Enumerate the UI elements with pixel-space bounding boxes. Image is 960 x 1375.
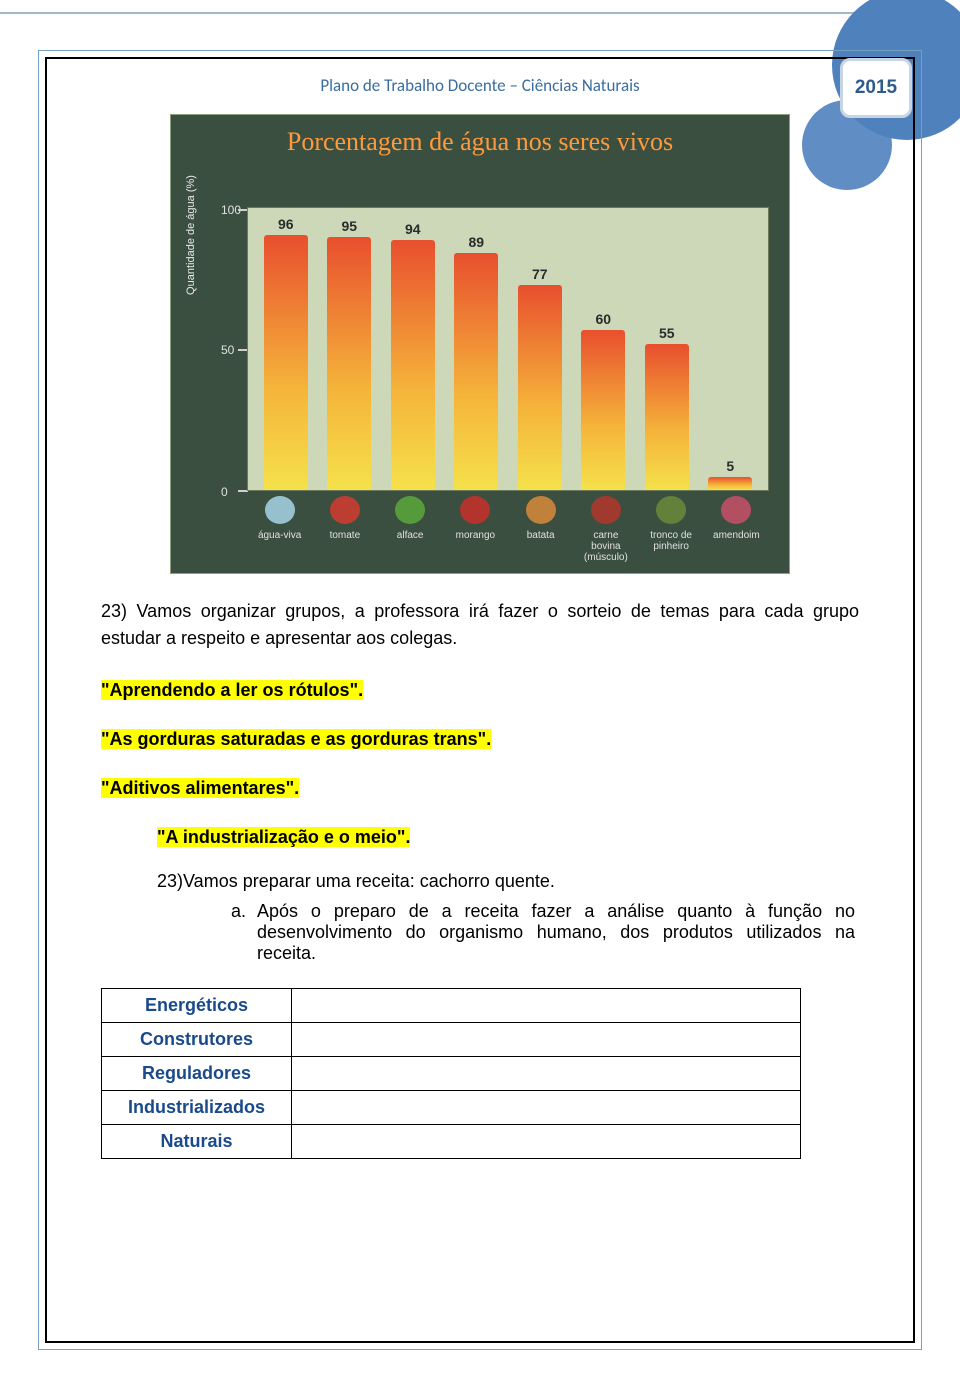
table-row: Reguladores [102,1057,801,1091]
sub-item-a-text: Após o preparo de a receita fazer a anál… [257,901,855,964]
chart-y-axis-label: Quantidade de água (%) [185,155,197,315]
chart-bars-container: 969594897760555 [248,208,768,490]
bar-col: 96 [259,216,313,490]
chart-x-labels: água-viva tomate alface morango batata carne … [247,530,769,563]
bar-rect [645,344,689,490]
highlight-topic-3: "Aditivos alimentares". [101,778,299,798]
bar-rect [264,235,308,490]
category-label-cell: Construtores [102,1023,292,1057]
x-axis-label: tronco de pinheiro [644,530,698,563]
chart-category-icons [247,493,769,527]
food-category-table: EnergéticosConstrutoresReguladoresIndust… [101,988,801,1159]
chart-title: Porcentagem de água nos seres vivos [177,121,783,161]
category-value-cell [292,1023,801,1057]
bar-value-label: 95 [341,218,357,234]
food-icon [265,496,295,524]
highlight-topic-1: "Aprendendo a ler os rótulos". [101,680,363,700]
category-label-cell: Naturais [102,1125,292,1159]
highlight-topic-2: "As gorduras saturadas e as gorduras tra… [101,729,491,749]
sub-item-marker: a. [231,901,257,922]
table-row: Construtores [102,1023,801,1057]
bar-rect [518,285,562,490]
highlight-topic-4: "A industrialização e o meio". [157,827,410,847]
bar-col: 55 [640,325,694,490]
page-header-title: Plano de Trabalho Docente – Ciências Nat… [101,75,859,96]
x-axis-label: batata [514,530,568,563]
chart-plot-area: 969594897760555 [247,207,769,491]
bar-rect [708,477,752,490]
x-axis-label: carne bovina (músculo) [579,530,633,563]
ytick-0: 0 [221,485,228,499]
food-icon [395,496,425,524]
food-icon [526,496,556,524]
category-value-cell [292,1091,801,1125]
category-label-cell: Reguladores [102,1057,292,1091]
bar-col: 77 [513,266,567,490]
year-badge: 2015 [840,58,912,118]
bar-rect [454,253,498,490]
food-icon [656,496,686,524]
bar-col: 60 [576,311,630,490]
bar-value-label: 60 [595,311,611,327]
question-23-text: 23) Vamos organizar grupos, a professora… [101,598,859,652]
ytick-50: 50 [221,343,234,357]
bar-col: 5 [703,458,757,490]
bar-value-label: 94 [405,221,421,237]
bar-value-label: 55 [659,325,675,341]
food-icon [330,496,360,524]
category-value-cell [292,1057,801,1091]
bar-value-label: 96 [278,216,294,232]
x-axis-label: tomate [318,530,372,563]
category-value-cell [292,1125,801,1159]
x-axis-label: alface [383,530,437,563]
table-row: Industrializados [102,1091,801,1125]
bar-value-label: 5 [726,458,734,474]
category-label-cell: Industrializados [102,1091,292,1125]
food-icon [721,496,751,524]
bar-rect [581,330,625,490]
sub-item-a: a.Após o preparo de a receita fazer a an… [101,901,859,964]
bar-rect [391,240,435,490]
bar-col: 95 [322,218,376,490]
page-inner-frame: Plano de Trabalho Docente – Ciências Nat… [45,57,915,1343]
x-axis-label: amendoim [709,530,763,563]
question-23b-text: 23)Vamos preparar uma receita: cachorro … [101,868,859,895]
category-label-cell: Energéticos [102,989,292,1023]
x-axis-label: água-viva [253,530,307,563]
food-icon [460,496,490,524]
x-axis-label: morango [448,530,502,563]
category-value-cell [292,989,801,1023]
table-row: Naturais [102,1125,801,1159]
bar-value-label: 89 [468,234,484,250]
top-accent-line [0,12,960,14]
food-icon [591,496,621,524]
table-row: Energéticos [102,989,801,1023]
page-outer-frame: Plano de Trabalho Docente – Ciências Nat… [38,50,922,1350]
bar-value-label: 77 [532,266,548,282]
bar-col: 94 [386,221,440,490]
water-percentage-chart: Porcentagem de água nos seres vivos Quan… [170,114,790,574]
bar-col: 89 [449,234,503,490]
bar-rect [327,237,371,490]
